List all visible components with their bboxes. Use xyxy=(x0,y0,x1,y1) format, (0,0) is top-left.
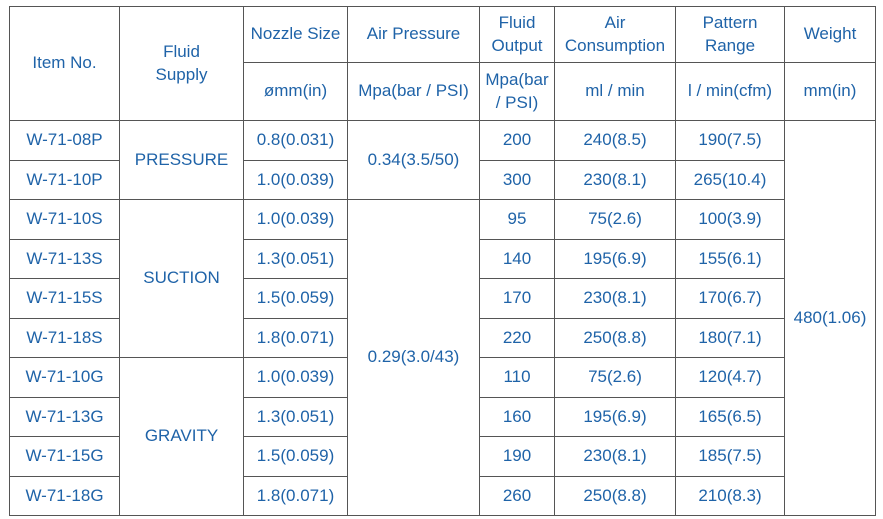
header-weight: Weight xyxy=(784,6,876,63)
fluid-output-cell: 170 xyxy=(479,278,555,319)
fluid-output-cell: 95 xyxy=(479,199,555,240)
group-pressure: PRESSURE xyxy=(119,120,244,200)
unit-fluid-output-line1: Mpa(bar xyxy=(485,70,549,90)
table-row: W-71-18G 1.8(0.071) 260 250(8.8) 210(8.3… xyxy=(9,475,876,516)
fluid-output-cell: 200 xyxy=(479,120,555,161)
unit-fluid-output-line2: / PSI) xyxy=(495,92,539,112)
air-consumption-cell: 75(2.6) xyxy=(554,199,676,240)
pattern-range-cell: 210(8.3) xyxy=(675,475,785,516)
air-consumption-cell: 75(2.6) xyxy=(554,357,676,398)
item-no-cell: W-71-18G xyxy=(9,475,120,516)
air-consumption-cell: 240(8.5) xyxy=(554,120,676,161)
item-no-cell: W-71-10G xyxy=(9,357,120,398)
group-suction: SUCTION xyxy=(119,199,244,358)
pattern-range-cell: 190(7.5) xyxy=(675,120,785,161)
group-gravity: GRAVITY xyxy=(119,357,244,516)
air-consumption-cell: 250(8.8) xyxy=(554,317,676,358)
table-row: W-71-10S SUCTION 1.0(0.039) 0.29(3.0/43)… xyxy=(9,199,876,516)
header-air-consumption-line1: Air xyxy=(604,13,626,33)
nozzle-size-cell: 1.0(0.039) xyxy=(243,199,348,240)
nozzle-size-cell: 1.8(0.071) xyxy=(243,317,348,358)
header-fluid-supply: Fluid Supply xyxy=(119,6,244,121)
table-row: W-71-15S 1.5(0.059) 170 230(8.1) 170(6.7… xyxy=(9,278,876,319)
nozzle-size-cell: 1.0(0.039) xyxy=(243,357,348,398)
unit-pattern-range: l / min(cfm) xyxy=(675,62,785,121)
item-no-cell: W-71-15G xyxy=(9,436,120,477)
air-consumption-cell: 250(8.8) xyxy=(554,475,676,516)
table-row: W-71-13G 1.3(0.051) 160 195(6.9) 165(6.5… xyxy=(9,396,876,437)
fluid-output-cell: 260 xyxy=(479,475,555,516)
item-no-cell: W-71-13S xyxy=(9,238,120,279)
weight-value: 480(1.06) xyxy=(784,120,876,516)
item-no-cell: W-71-18S xyxy=(9,317,120,358)
header-fluid-output: Fluid Output xyxy=(479,6,555,63)
nozzle-size-cell: 1.5(0.059) xyxy=(243,436,348,477)
air-pressure-suction-gravity: 0.29(3.0/43) xyxy=(347,199,480,516)
fluid-output-cell: 220 xyxy=(479,317,555,358)
spec-table: Item No. Fluid Supply Nozzle Size Air Pr… xyxy=(9,6,876,516)
fluid-output-cell: 160 xyxy=(479,396,555,437)
fluid-output-cell: 110 xyxy=(479,357,555,398)
pattern-range-cell: 185(7.5) xyxy=(675,436,785,477)
air-consumption-cell: 230(8.1) xyxy=(554,436,676,477)
pattern-range-cell: 180(7.1) xyxy=(675,317,785,358)
nozzle-size-cell: 1.3(0.051) xyxy=(243,396,348,437)
pattern-range-cell: 265(10.4) xyxy=(675,159,785,200)
fluid-output-cell: 140 xyxy=(479,238,555,279)
unit-fluid-output: Mpa(bar / PSI) xyxy=(479,62,555,121)
header-fluid-output-line2: Output xyxy=(491,35,543,55)
header-nozzle-size: Nozzle Size xyxy=(243,6,348,63)
nozzle-size-cell: 0.8(0.031) xyxy=(243,120,348,161)
air-consumption-cell: 195(6.9) xyxy=(554,238,676,279)
header-air-consumption-line2: Consumption xyxy=(564,35,666,55)
item-no-cell: W-71-15S xyxy=(9,278,120,319)
nozzle-size-cell: 1.8(0.071) xyxy=(243,475,348,516)
item-no-cell: W-71-08P xyxy=(9,120,120,161)
pattern-range-cell: 100(3.9) xyxy=(675,199,785,240)
header-fluid-output-line1: Fluid xyxy=(498,13,536,33)
header-pattern-range-line1: Pattern xyxy=(702,13,758,33)
fluid-output-cell: 190 xyxy=(479,436,555,477)
header-fluid-supply-line1: Fluid xyxy=(163,42,200,62)
header-air-pressure: Air Pressure xyxy=(347,6,480,63)
header-fluid-supply-line2: Supply xyxy=(155,64,208,84)
item-no-cell: W-71-10P xyxy=(9,159,120,200)
header-row: Item No. Fluid Supply Nozzle Size Air Pr… xyxy=(9,6,876,121)
nozzle-size-cell: 1.3(0.051) xyxy=(243,238,348,279)
nozzle-size-cell: 1.5(0.059) xyxy=(243,278,348,319)
header-air-consumption: Air Consumption xyxy=(554,6,676,63)
pattern-range-cell: 155(6.1) xyxy=(675,238,785,279)
unit-air-consumption: ml / min xyxy=(554,62,676,121)
header-pattern-range-line2: Range xyxy=(704,35,756,55)
unit-weight: mm(in) xyxy=(784,62,876,121)
item-no-cell: W-71-10S xyxy=(9,199,120,240)
pattern-range-cell: 170(6.7) xyxy=(675,278,785,319)
table-row: W-71-10G GRAVITY 1.0(0.039) 110 75(2.6) … xyxy=(9,357,876,516)
air-consumption-cell: 195(6.9) xyxy=(554,396,676,437)
air-consumption-cell: 230(8.1) xyxy=(554,278,676,319)
pattern-range-cell: 120(4.7) xyxy=(675,357,785,398)
unit-air-pressure: Mpa(bar / PSI) xyxy=(347,62,480,121)
fluid-output-cell: 300 xyxy=(479,159,555,200)
table-row: W-71-10P 1.0(0.039) 300 230(8.1) 265(10.… xyxy=(9,159,876,200)
table-row: W-71-18S 1.8(0.071) 220 250(8.8) 180(7.1… xyxy=(9,317,876,358)
air-consumption-cell: 230(8.1) xyxy=(554,159,676,200)
nozzle-size-cell: 1.0(0.039) xyxy=(243,159,348,200)
units-row: ømm(in) Mpa(bar / PSI) Mpa(bar / PSI) ml… xyxy=(10,62,876,121)
item-no-cell: W-71-13G xyxy=(9,396,120,437)
pattern-range-cell: 165(6.5) xyxy=(675,396,785,437)
header-pattern-range: Pattern Range xyxy=(675,6,785,63)
unit-nozzle-size: ømm(in) xyxy=(243,62,348,121)
air-pressure-pressure: 0.34(3.5/50) xyxy=(347,120,480,200)
table-row: W-71-08P PRESSURE 0.8(0.031) 0.34(3.5/50… xyxy=(9,120,876,516)
header-item-no: Item No. xyxy=(9,6,120,121)
